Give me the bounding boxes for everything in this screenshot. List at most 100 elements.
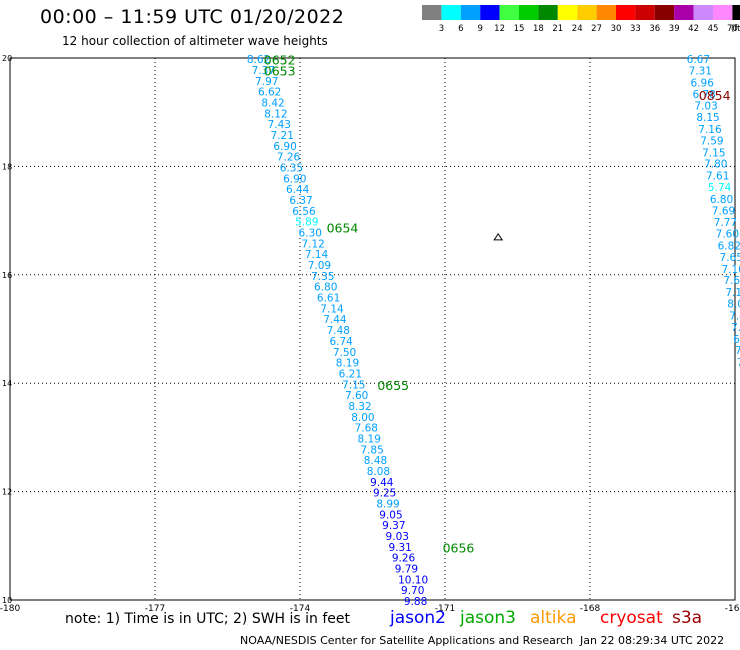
legend-swatch	[557, 5, 578, 20]
wave-height-label: 8.15	[696, 112, 719, 124]
wave-height-label: 9.26	[392, 553, 416, 565]
wave-height-label: 6.35	[280, 162, 303, 174]
wave-height-label: 7.59	[700, 135, 723, 147]
wave-height-label: 7.97	[255, 76, 278, 88]
wave-height-label: 7.26	[277, 152, 301, 164]
legend-swatch	[732, 5, 740, 20]
wave-height-label: 7.61	[706, 171, 729, 183]
x-tick-label: -171	[435, 604, 455, 614]
wave-height-label: 7.03	[694, 101, 717, 113]
legend-tick-label: 45	[708, 24, 719, 34]
wave-height-label: 7.48	[327, 325, 350, 337]
wave-height-label: 7.14	[305, 249, 329, 261]
legend-tick-label: 15	[514, 24, 525, 34]
wave-height-label: 7.43	[268, 119, 291, 131]
wave-height-label: 6.67	[687, 54, 710, 66]
time-label: 0654	[327, 221, 359, 236]
wave-height-label: 6.62	[258, 87, 281, 99]
wave-height-label: 6.61	[317, 293, 340, 305]
satellite-label-jason3: jason3	[460, 608, 516, 628]
legend-tick-label: 18	[533, 24, 544, 34]
legend-swatch	[713, 5, 733, 20]
wave-height-label: 6.80	[710, 194, 733, 206]
legend-tick-label: 3	[439, 24, 444, 34]
legend-tick-label: 27	[591, 24, 602, 34]
wave-height-label: 7.50	[333, 347, 356, 359]
plot-frame	[9, 57, 736, 601]
wave-height-label: 9.05	[379, 509, 402, 521]
wave-height-label: 7.68	[355, 423, 378, 435]
legend-tick-label: 70	[727, 24, 738, 34]
y-tick-label: 18	[2, 162, 12, 171]
wave-height-label: 6.8	[733, 334, 740, 346]
wave-height-label: 6.90	[273, 141, 296, 153]
satellite-label-jason2: jason2	[390, 608, 446, 628]
legend-swatch	[616, 5, 636, 20]
wave-height-label: 7.69	[712, 205, 735, 217]
wave-height-label: 8.02	[727, 299, 740, 311]
wave-height-label: 6.74	[329, 336, 353, 348]
wave-height-label: 6.78	[692, 89, 715, 101]
page-title: 00:00 – 11:59 UTC 01/20/2022	[40, 6, 345, 28]
wave-height-label: 6.82	[718, 241, 740, 253]
legend-swatch	[577, 5, 597, 20]
wave-height-label: 8.08	[367, 466, 390, 478]
wave-height-label: 7.14	[320, 303, 344, 315]
satellite-label-s3a: s3a	[672, 608, 703, 628]
wave-height-label: 6.56	[292, 206, 316, 218]
legend-swatch	[693, 5, 713, 20]
legend-tick-label: 36	[649, 24, 660, 34]
footer-generated-time: Jan 22 08:29:34 UTC 2022	[580, 634, 725, 647]
wave-height-label: 7.31	[689, 65, 712, 77]
wave-height-label: 6.30	[299, 228, 322, 240]
legend-swatch	[422, 5, 442, 20]
wave-height-label: 7.85	[360, 444, 383, 456]
wave-height-label: 8.19	[358, 433, 381, 445]
wave-height-label: 6.21	[339, 368, 362, 380]
wave-height-label: 7.37	[252, 65, 275, 77]
time-label: 0854	[699, 88, 731, 103]
legend-swatch	[480, 5, 500, 20]
chart-axes: -180 -177 -174 -171 -168 -165 10 12 14 16 18 20	[0, 54, 740, 614]
legend-swatch	[519, 5, 539, 20]
wave-height-label: 7.80	[704, 159, 727, 171]
wave-height-label: 7.65	[720, 252, 740, 264]
page-subtitle: 12 hour collection of altimeter wave hei…	[62, 34, 328, 48]
wave-height-label: 7.35	[311, 271, 334, 283]
wave-height-label: 7.16	[698, 124, 722, 136]
x-tick-label: -168	[580, 604, 601, 614]
wave-height-label: 7.60	[716, 229, 739, 241]
time-label: 0656	[443, 541, 475, 556]
wave-height-label: 5.89	[295, 217, 318, 229]
y-tick-label: 10	[2, 596, 12, 605]
legend-swatch	[499, 5, 519, 20]
wave-height-label: 7.09	[308, 260, 331, 272]
legend-tick-label: 21	[552, 24, 563, 34]
x-tick-label: -165	[725, 604, 740, 614]
wave-height-label: 9.70	[401, 585, 424, 597]
wave-height-label: 7.9	[731, 322, 740, 334]
location-marker-icon	[493, 232, 504, 241]
wave-height-label: 7.49	[729, 310, 740, 322]
wave-height-label: 7.15	[342, 379, 365, 391]
x-tick-label: -177	[145, 604, 165, 614]
legend-tick-label: 33	[630, 24, 641, 34]
wave-height-label: 7.18	[725, 287, 740, 299]
wave-height-label: 7.12	[301, 238, 324, 250]
wave-height-label: 8.32	[348, 401, 371, 413]
data-points: 8.627.377.976.628.428.127.437.216.907.26…	[247, 54, 740, 608]
legend-tick-label: 12	[494, 24, 505, 34]
x-tick-label: -174	[290, 604, 311, 614]
legend-swatch	[654, 5, 675, 20]
wave-height-label: 6.44	[286, 184, 310, 196]
wave-height-label: 9.79	[395, 564, 418, 576]
legend-swatch	[460, 5, 481, 20]
wave-height-label: 7.	[735, 345, 740, 357]
wave-height-label: 8.00	[351, 412, 374, 424]
wave-height-label: 8.42	[261, 97, 284, 109]
wave-height-label: 6.80	[314, 282, 337, 294]
y-tick-label: 20	[2, 54, 12, 63]
wave-height-label: 7.67	[723, 275, 740, 287]
legend-tick-label: 39	[669, 24, 680, 34]
